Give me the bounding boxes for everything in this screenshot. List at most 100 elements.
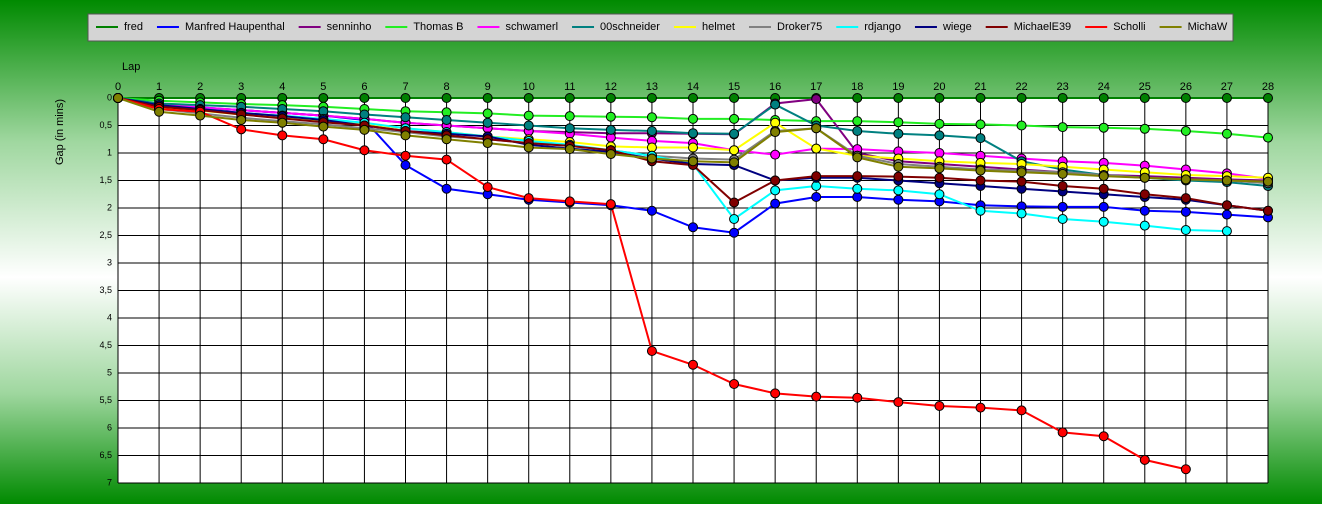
point-marker: [893, 185, 904, 196]
point-marker: [1263, 176, 1273, 187]
y-tick-label: 6,5: [99, 450, 112, 460]
point-marker: [359, 124, 370, 135]
point-marker: [852, 126, 863, 136]
x-tick-label: 5: [320, 81, 326, 93]
point-marker: [811, 123, 822, 134]
point-marker: [1057, 168, 1068, 179]
point-marker: [400, 130, 411, 141]
point-marker: [1139, 220, 1150, 231]
point-marker: [605, 124, 616, 135]
point-marker: [688, 156, 698, 167]
y-tick-label: 6: [107, 422, 112, 432]
point-marker: [1221, 209, 1232, 220]
legend-label: wiege: [942, 21, 972, 33]
point-marker: [975, 165, 986, 176]
point-marker: [441, 93, 452, 103]
point-marker: [1016, 167, 1027, 178]
point-marker: [564, 111, 575, 122]
x-tick-label: 18: [851, 81, 863, 93]
x-tick-label: 9: [485, 81, 491, 93]
x-tick-label: 3: [238, 81, 244, 93]
legend-label: Manfred Haupenthal: [185, 21, 285, 33]
point-marker: [482, 93, 493, 103]
point-marker: [1098, 201, 1109, 212]
x-tick-label: 7: [402, 81, 408, 93]
point-marker: [934, 93, 945, 103]
y-tick-label: 2,5: [99, 230, 112, 240]
point-marker: [934, 148, 945, 158]
point-marker: [441, 134, 452, 145]
point-marker: [1098, 171, 1109, 182]
point-marker: [934, 163, 945, 174]
point-marker: [523, 193, 534, 204]
point-marker: [195, 110, 206, 121]
point-marker: [1180, 126, 1191, 136]
legend-label: fred: [124, 21, 143, 33]
x-tick-label: 13: [646, 81, 658, 93]
point-marker: [934, 118, 945, 129]
point-marker: [729, 128, 740, 139]
point-marker: [729, 145, 740, 156]
point-marker: [1221, 128, 1232, 139]
point-marker: [1098, 93, 1109, 103]
point-marker: [1180, 464, 1191, 475]
y-tick-label: 1: [107, 147, 112, 157]
point-marker: [523, 93, 534, 103]
point-marker: [646, 142, 657, 153]
legend-label: 00schneider: [600, 21, 660, 33]
point-marker: [564, 123, 575, 134]
x-tick-label: 17: [810, 81, 822, 93]
point-marker: [441, 115, 452, 125]
x-tick-label: 20: [933, 81, 945, 93]
point-marker: [770, 117, 781, 128]
point-marker: [1139, 454, 1150, 465]
point-marker: [893, 128, 904, 139]
legend-label: senninho: [327, 21, 372, 33]
point-marker: [811, 171, 822, 182]
point-marker: [359, 145, 370, 156]
point-marker: [688, 222, 698, 233]
y-tick-label: 4,5: [99, 340, 112, 350]
point-marker: [1139, 123, 1150, 134]
y-tick-label: 2: [107, 202, 112, 212]
y-tick-label: 5,5: [99, 395, 112, 405]
point-marker: [1221, 226, 1232, 237]
point-marker: [975, 175, 986, 186]
point-marker: [729, 93, 740, 103]
point-marker: [1221, 200, 1232, 211]
point-marker: [770, 185, 781, 196]
point-marker: [934, 172, 945, 183]
point-marker: [646, 112, 657, 123]
point-marker: [1139, 172, 1150, 183]
point-marker: [1139, 205, 1150, 216]
point-marker: [852, 171, 863, 182]
point-marker: [482, 182, 493, 193]
point-marker: [400, 150, 411, 161]
point-marker: [1098, 216, 1109, 227]
x-tick-label: 26: [1180, 81, 1192, 93]
point-marker: [400, 160, 411, 171]
point-marker: [277, 130, 288, 141]
point-marker: [646, 153, 657, 164]
point-marker: [1098, 183, 1109, 194]
point-marker: [688, 128, 698, 139]
point-marker: [236, 115, 247, 125]
point-marker: [729, 113, 740, 124]
point-marker: [1221, 93, 1232, 103]
point-marker: [1180, 225, 1191, 235]
x-tick-label: 16: [769, 81, 781, 93]
point-marker: [1098, 122, 1109, 133]
point-marker: [1057, 93, 1068, 103]
point-marker: [1180, 93, 1191, 103]
point-marker: [811, 391, 822, 402]
point-marker: [482, 117, 493, 128]
x-tick-label: 25: [1139, 81, 1151, 93]
x-tick-label: 28: [1262, 81, 1274, 93]
point-marker: [318, 134, 329, 145]
point-marker: [729, 379, 740, 389]
y-tick-label: 3: [107, 257, 112, 267]
legend-label: Thomas B: [413, 21, 463, 33]
y-tick-label: 7: [107, 477, 112, 487]
point-marker: [770, 175, 781, 186]
